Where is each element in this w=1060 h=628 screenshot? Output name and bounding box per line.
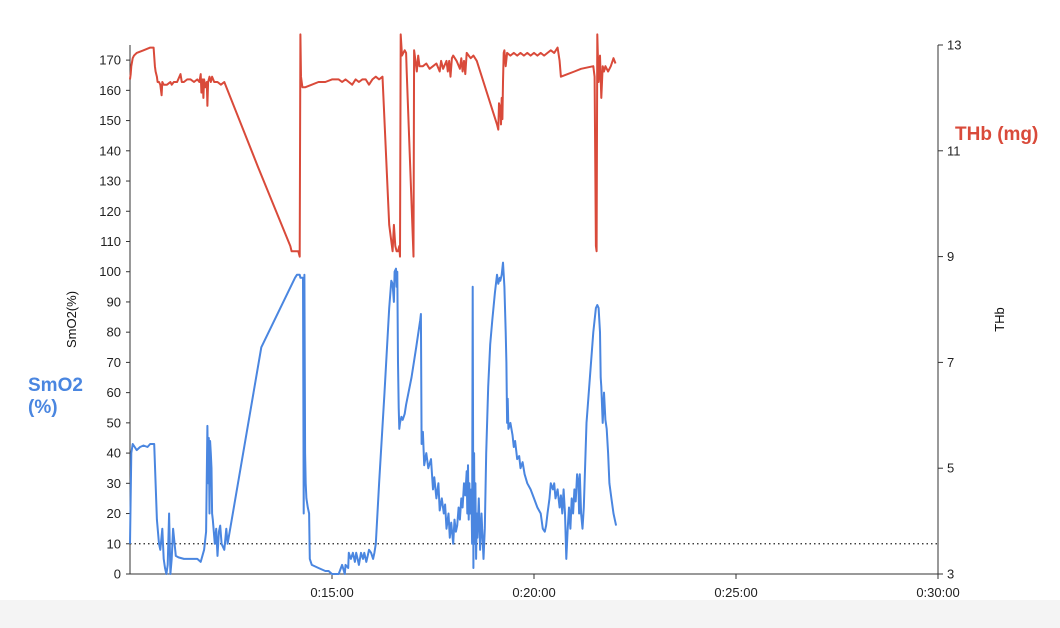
left-axis-tick-label: 70 — [107, 355, 121, 370]
left-axis-tick-label: 10 — [107, 536, 121, 551]
left-axis-tick-label: 30 — [107, 476, 121, 491]
left-axis-tick-label: 150 — [99, 113, 121, 128]
right-axis-tick-label: 5 — [947, 461, 954, 476]
thb-side-label: THb (mg) — [955, 124, 1039, 145]
left-axis-tick-label: 20 — [107, 506, 121, 521]
smo2-series-line — [129, 261, 618, 575]
left-axis-tick-label: 0 — [114, 567, 121, 582]
left-axis-tick-label: 50 — [107, 415, 121, 430]
smo2-side-label: SmO2 (%) — [28, 375, 98, 419]
left-axis-tick-label: 140 — [99, 143, 121, 158]
thb-series-line — [129, 33, 617, 258]
smo2-side-label-line: SmO2 — [28, 375, 83, 396]
left-axis-tick-label: 170 — [99, 53, 121, 68]
right-axis-tick-label: 9 — [947, 249, 954, 264]
x-axis-tick-label: 0:30:00 — [916, 585, 959, 600]
x-axis-tick-label: 0:15:00 — [310, 585, 353, 600]
right-axis-tick-label: 3 — [947, 567, 954, 582]
left-axis-tick-label: 110 — [100, 234, 121, 249]
left-axis-title: SmO2(%) — [64, 291, 79, 348]
left-axis-tick-label: 130 — [99, 174, 121, 189]
left-axis-tick-label: 90 — [107, 294, 121, 309]
left-axis-tick-label: 40 — [107, 446, 121, 461]
x-axis-tick-label: 0:25:00 — [714, 585, 757, 600]
left-axis-tick-label: 160 — [99, 83, 121, 98]
left-axis-tick-label: 80 — [107, 325, 121, 340]
left-axis-tick-label: 60 — [107, 385, 121, 400]
right-axis-tick-label: 13 — [947, 38, 961, 53]
right-axis-title: THb — [992, 307, 1007, 332]
left-axis-tick-label: 100 — [99, 264, 121, 279]
left-axis-tick-label: 120 — [99, 204, 121, 219]
bottom-band — [0, 600, 1060, 628]
right-axis-tick-label: 11 — [947, 143, 961, 158]
x-axis-tick-label: 0:20:00 — [512, 585, 555, 600]
right-axis-tick-label: 7 — [947, 355, 954, 370]
smo2-side-label-line: (%) — [28, 397, 58, 418]
